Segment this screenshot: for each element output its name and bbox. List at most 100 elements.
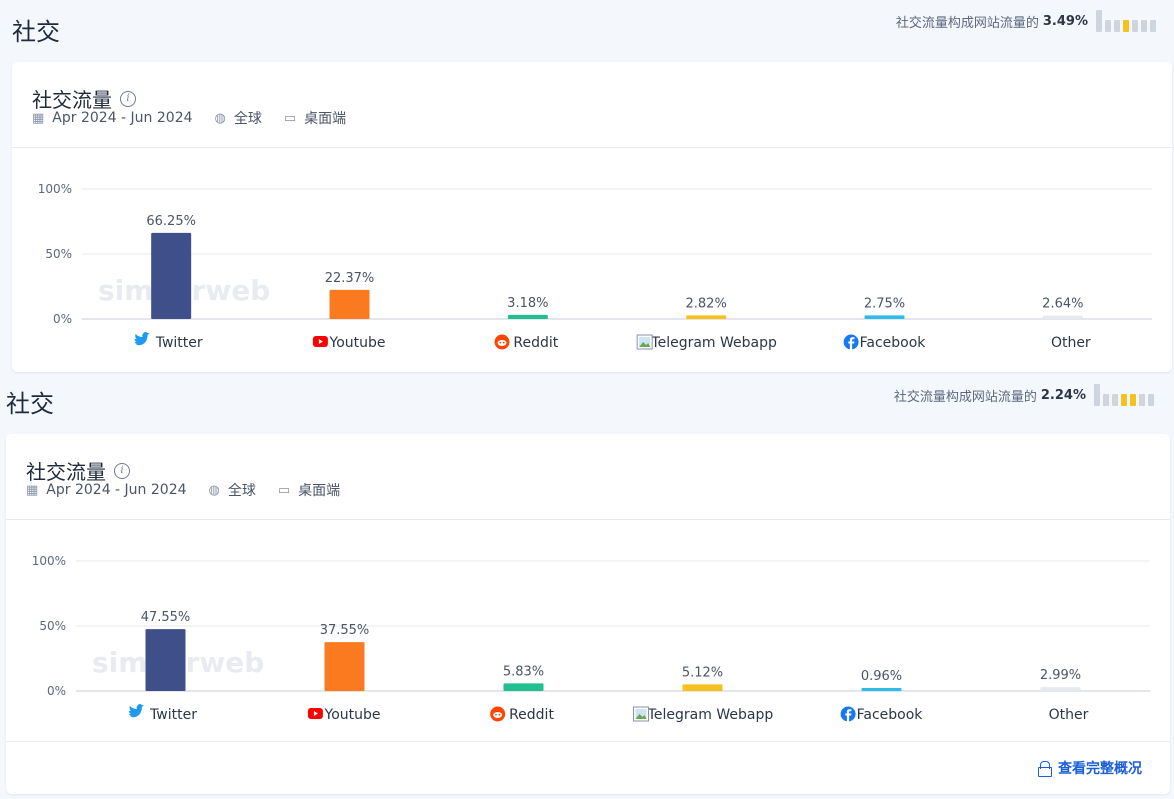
- value-label: 0.96%: [861, 669, 902, 684]
- share-meter-icon: [1096, 10, 1156, 32]
- social-traffic-card: 社交流量 i ▦ Apr 2024 - Jun 2024 ◍ 全球 ▭ 桌面端 …: [6, 434, 1170, 794]
- category-other: Other: [1051, 335, 1091, 351]
- view-full-overview-label: 查看完整概况: [1058, 761, 1142, 777]
- category-label: Reddit: [513, 335, 558, 351]
- y-tick-label: 100%: [32, 554, 66, 568]
- value-label: 22.37%: [325, 271, 375, 286]
- traffic-share: 社交流量构成网站流量的 2.24%: [894, 384, 1154, 406]
- bar-telegram-webapp[interactable]: [682, 684, 723, 691]
- desktop-icon: ▭: [283, 110, 297, 126]
- bar-youtube[interactable]: [324, 642, 365, 691]
- value-label: 3.18%: [507, 296, 548, 311]
- bar-telegram-webapp[interactable]: [686, 315, 727, 319]
- section-title: 社交: [6, 390, 54, 418]
- traffic-share: 社交流量构成网站流量的 3.49%: [896, 10, 1156, 32]
- panel-1: 社交 社交流量构成网站流量的 3.49% 社交流量 i ▦ Apr 2024 -…: [0, 0, 1174, 372]
- facebook-icon: [843, 334, 859, 350]
- bar-twitter[interactable]: [151, 232, 192, 319]
- bar-chart: similarweb0%50%100%47.55%Twitter37.55%Yo…: [32, 554, 1150, 723]
- lock-icon: [1038, 761, 1052, 777]
- value-label: 2.75%: [864, 296, 905, 311]
- card-title-text: 社交流量: [32, 88, 112, 112]
- card-header: 社交流量 i ▦ Apr 2024 - Jun 2024 ◍ 全球 ▭ 桌面端: [12, 62, 1172, 148]
- card-meta: ▦ Apr 2024 - Jun 2024 ◍ 全球 ▭ 桌面端: [26, 480, 340, 500]
- share-meter-icon: [1094, 384, 1154, 406]
- category-label: Twitter: [149, 707, 197, 723]
- card-title: 社交流量 i: [32, 84, 136, 113]
- category-reddit: Reddit: [490, 706, 554, 723]
- region: 全球: [227, 483, 256, 499]
- y-tick-label: 50%: [39, 619, 66, 633]
- bar-reddit[interactable]: [503, 683, 544, 691]
- value-label: 5.83%: [503, 664, 544, 679]
- facebook-icon: [840, 706, 856, 722]
- category-telegram-webapp: Telegram Webapp: [633, 706, 774, 723]
- bar-twitter[interactable]: [145, 629, 186, 691]
- category-label: Facebook: [857, 707, 924, 723]
- value-label: 47.55%: [141, 610, 191, 625]
- reddit-icon: [490, 706, 506, 722]
- desktop-icon: ▭: [277, 482, 291, 498]
- category-twitter: Twitter: [128, 704, 197, 723]
- footer-divider: [6, 741, 1170, 742]
- y-tick-label: 100%: [38, 182, 72, 196]
- category-telegram-webapp: Telegram Webapp: [636, 334, 777, 351]
- bar-other[interactable]: [1042, 315, 1083, 319]
- value-label: 2.64%: [1042, 297, 1083, 312]
- category-label: Youtube: [329, 335, 386, 351]
- reddit-icon: [494, 334, 510, 350]
- bar-facebook[interactable]: [861, 688, 902, 691]
- card-header: 社交流量 i ▦ Apr 2024 - Jun 2024 ◍ 全球 ▭ 桌面端: [6, 434, 1170, 520]
- category-label: Telegram Webapp: [650, 335, 777, 351]
- twitter-icon: [128, 704, 144, 718]
- youtube-icon: [312, 336, 328, 347]
- bar-youtube[interactable]: [329, 289, 370, 319]
- category-label: Twitter: [155, 335, 203, 351]
- globe-icon: ◍: [208, 482, 220, 498]
- bar-reddit[interactable]: [507, 314, 548, 319]
- category-facebook: Facebook: [843, 334, 927, 351]
- value-label: 37.55%: [320, 623, 370, 638]
- category-other: Other: [1049, 707, 1089, 723]
- globe-icon: ◍: [214, 110, 226, 126]
- device: 桌面端: [304, 111, 347, 127]
- social-traffic-card: 社交流量 i ▦ Apr 2024 - Jun 2024 ◍ 全球 ▭ 桌面端 …: [12, 62, 1172, 372]
- section-header: 社交 社交流量构成网站流量的 3.49%: [0, 0, 1174, 56]
- twitter-icon: [134, 332, 150, 346]
- y-tick-label: 0%: [47, 684, 66, 698]
- image-placeholder-icon: [636, 334, 653, 350]
- category-label: Facebook: [860, 335, 927, 351]
- value-label: 2.99%: [1040, 668, 1081, 683]
- category-youtube: Youtube: [312, 335, 386, 351]
- section-header: 社交 社交流量构成网站流量的 2.24%: [0, 366, 1174, 422]
- region: 全球: [233, 111, 262, 127]
- date-range: Apr 2024 - Jun 2024: [52, 110, 193, 126]
- share-text: 社交流量构成网站流量的: [895, 15, 1039, 31]
- category-youtube: Youtube: [307, 707, 381, 723]
- bar-other[interactable]: [1040, 687, 1081, 691]
- category-twitter: Twitter: [134, 332, 203, 351]
- calendar-icon: ▦: [26, 482, 39, 498]
- y-tick-label: 0%: [53, 312, 72, 326]
- bar-facebook[interactable]: [864, 315, 905, 319]
- device: 桌面端: [298, 483, 341, 499]
- share-value: 2.24%: [1040, 387, 1086, 403]
- share-value: 3.49%: [1042, 13, 1088, 29]
- youtube-icon: [307, 708, 323, 719]
- category-label: Telegram Webapp: [647, 707, 774, 723]
- card-title: 社交流量 i: [26, 456, 130, 485]
- view-full-overview-link[interactable]: 查看完整概况: [1038, 758, 1142, 778]
- info-icon[interactable]: i: [114, 462, 130, 479]
- category-label: Other: [1049, 707, 1089, 723]
- date-range: Apr 2024 - Jun 2024: [46, 482, 187, 498]
- section-title: 社交: [12, 18, 60, 46]
- info-icon[interactable]: i: [120, 90, 136, 107]
- image-placeholder-icon: [633, 706, 649, 722]
- value-label: 2.82%: [686, 296, 727, 311]
- calendar-icon: ▦: [32, 110, 45, 126]
- share-text: 社交流量构成网站流量的: [893, 389, 1037, 405]
- category-facebook: Facebook: [840, 706, 924, 723]
- category-label: Reddit: [509, 707, 554, 723]
- category-reddit: Reddit: [494, 334, 559, 351]
- card-meta: ▦ Apr 2024 - Jun 2024 ◍ 全球 ▭ 桌面端: [32, 108, 346, 128]
